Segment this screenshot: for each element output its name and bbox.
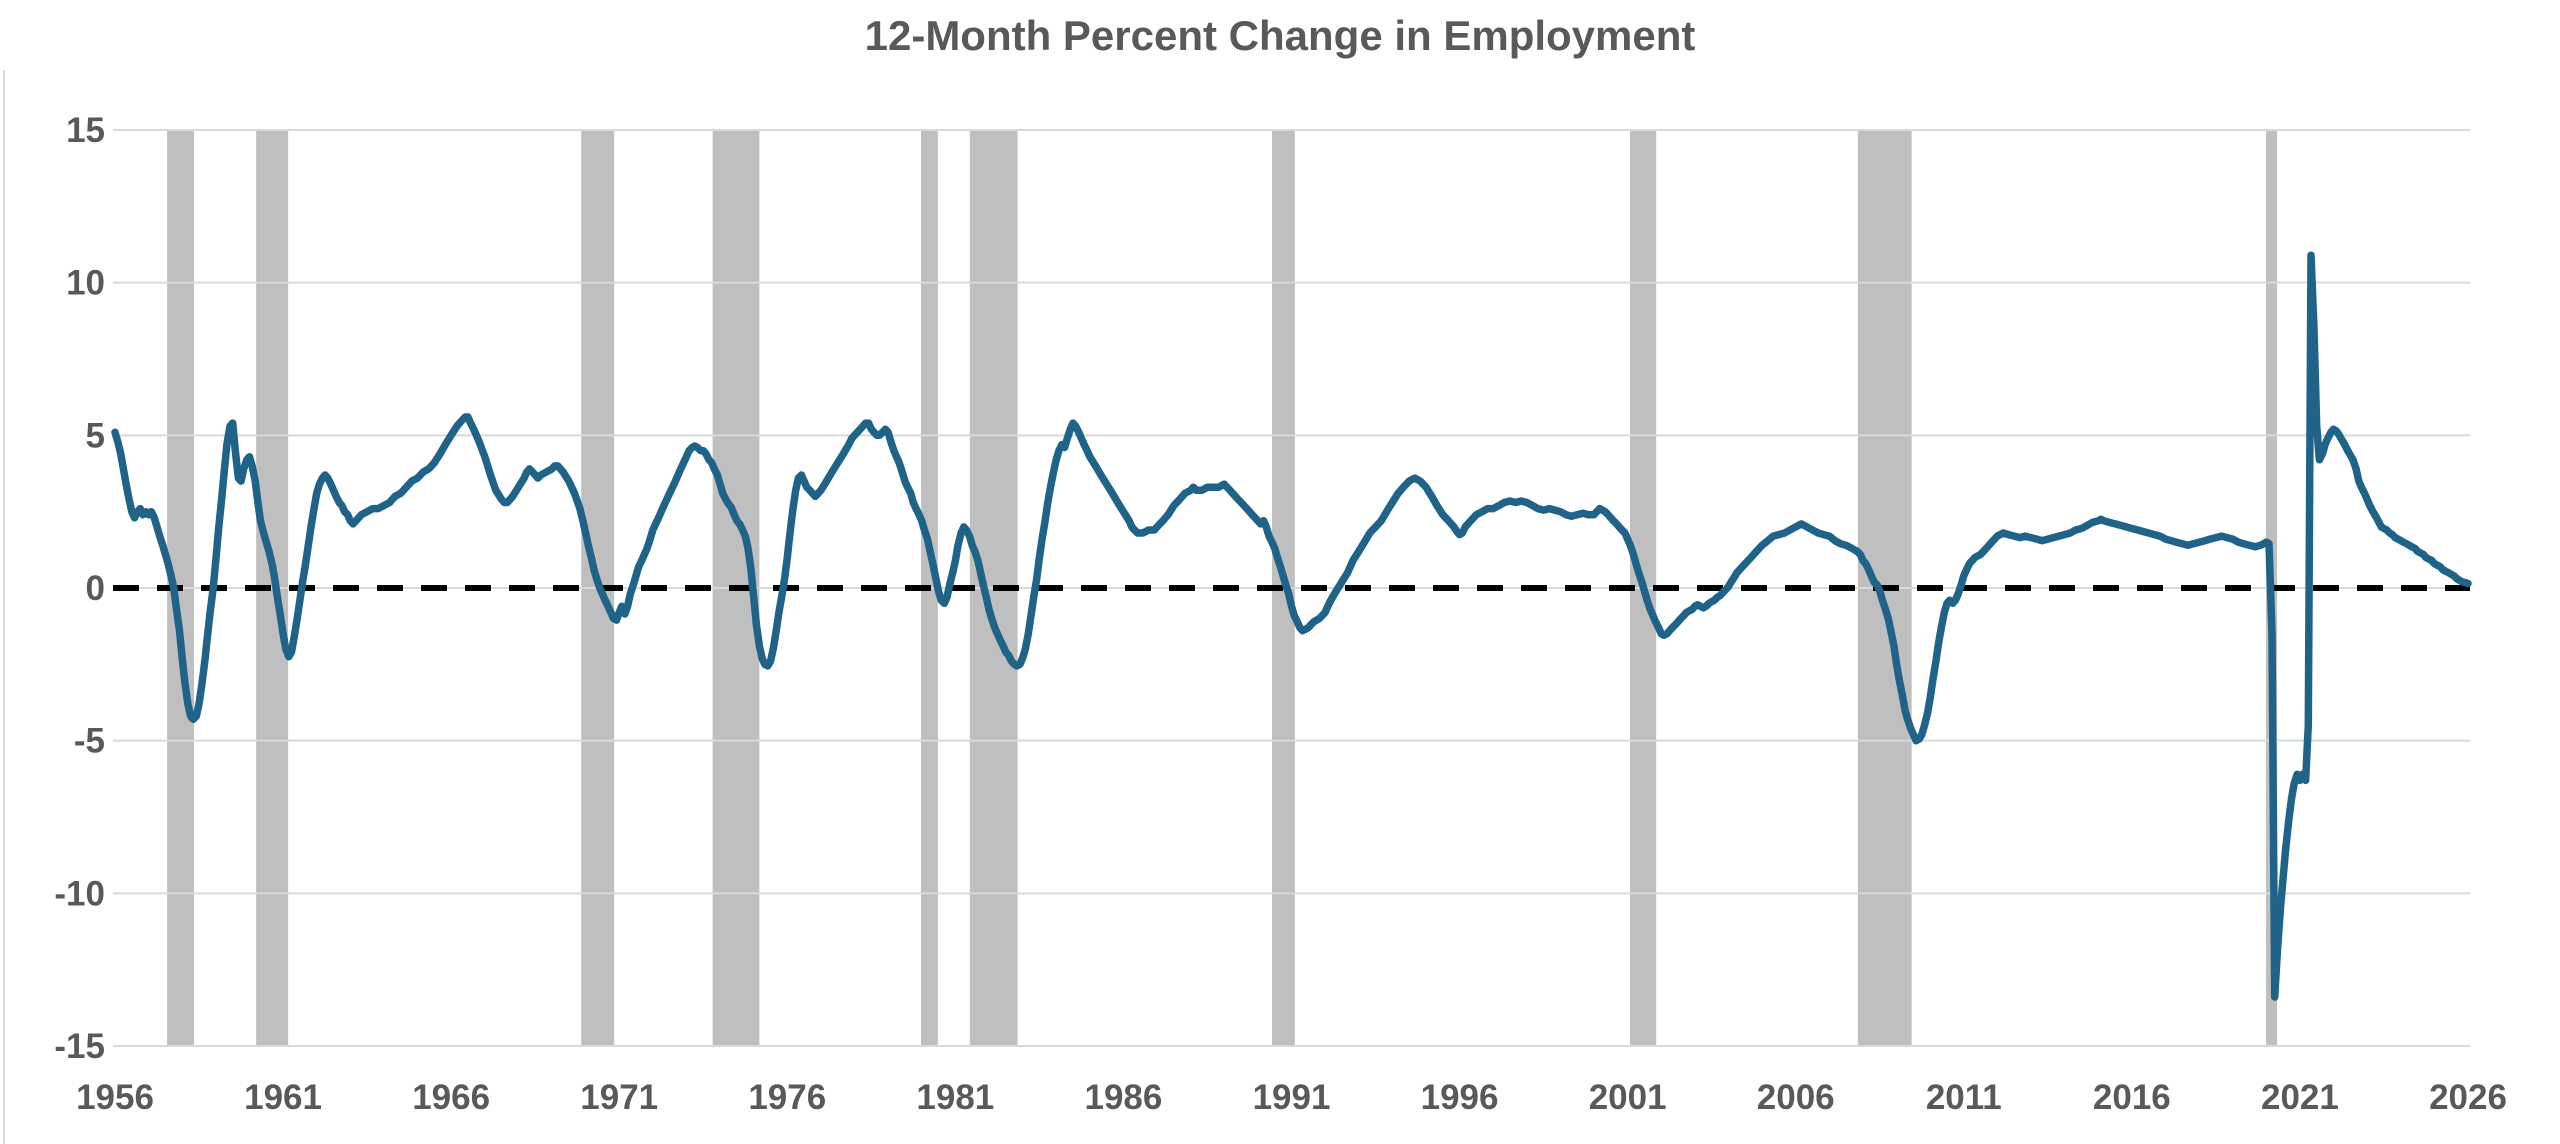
x-tick-label-2021: 2021 xyxy=(2261,1078,2339,1117)
y-tick-label-10: 10 xyxy=(66,264,105,303)
x-tick-label-1961: 1961 xyxy=(244,1078,322,1117)
x-tick-label-1971: 1971 xyxy=(580,1078,658,1117)
employment-line xyxy=(111,251,2472,1001)
x-tick-label-1976: 1976 xyxy=(748,1078,826,1117)
x-tick-label-1981: 1981 xyxy=(916,1078,994,1117)
x-tick-label-1996: 1996 xyxy=(1421,1078,1499,1117)
x-tick-label-1966: 1966 xyxy=(412,1078,490,1117)
y-tick-label--15: -15 xyxy=(54,1027,105,1066)
x-tick-label-1956: 1956 xyxy=(76,1078,154,1117)
x-tick-label-1986: 1986 xyxy=(1084,1078,1162,1117)
y-tick-label-5: 5 xyxy=(86,416,105,455)
chart-title: 12-Month Percent Change in Employment xyxy=(864,12,1696,59)
y-tick-label-0: 0 xyxy=(86,569,105,608)
x-tick-label-2026: 2026 xyxy=(2429,1078,2507,1117)
y-tick-label--5: -5 xyxy=(74,722,105,761)
x-tick-label-2016: 2016 xyxy=(2093,1078,2171,1117)
y-tick-label--10: -10 xyxy=(54,874,105,913)
x-tick-label-1991: 1991 xyxy=(1253,1078,1331,1117)
x-tick-label-2001: 2001 xyxy=(1589,1078,1667,1117)
y-tick-label-15: 15 xyxy=(66,111,105,150)
x-tick-label-2011: 2011 xyxy=(1926,1078,2002,1117)
x-tick-label-2006: 2006 xyxy=(1757,1078,1835,1117)
